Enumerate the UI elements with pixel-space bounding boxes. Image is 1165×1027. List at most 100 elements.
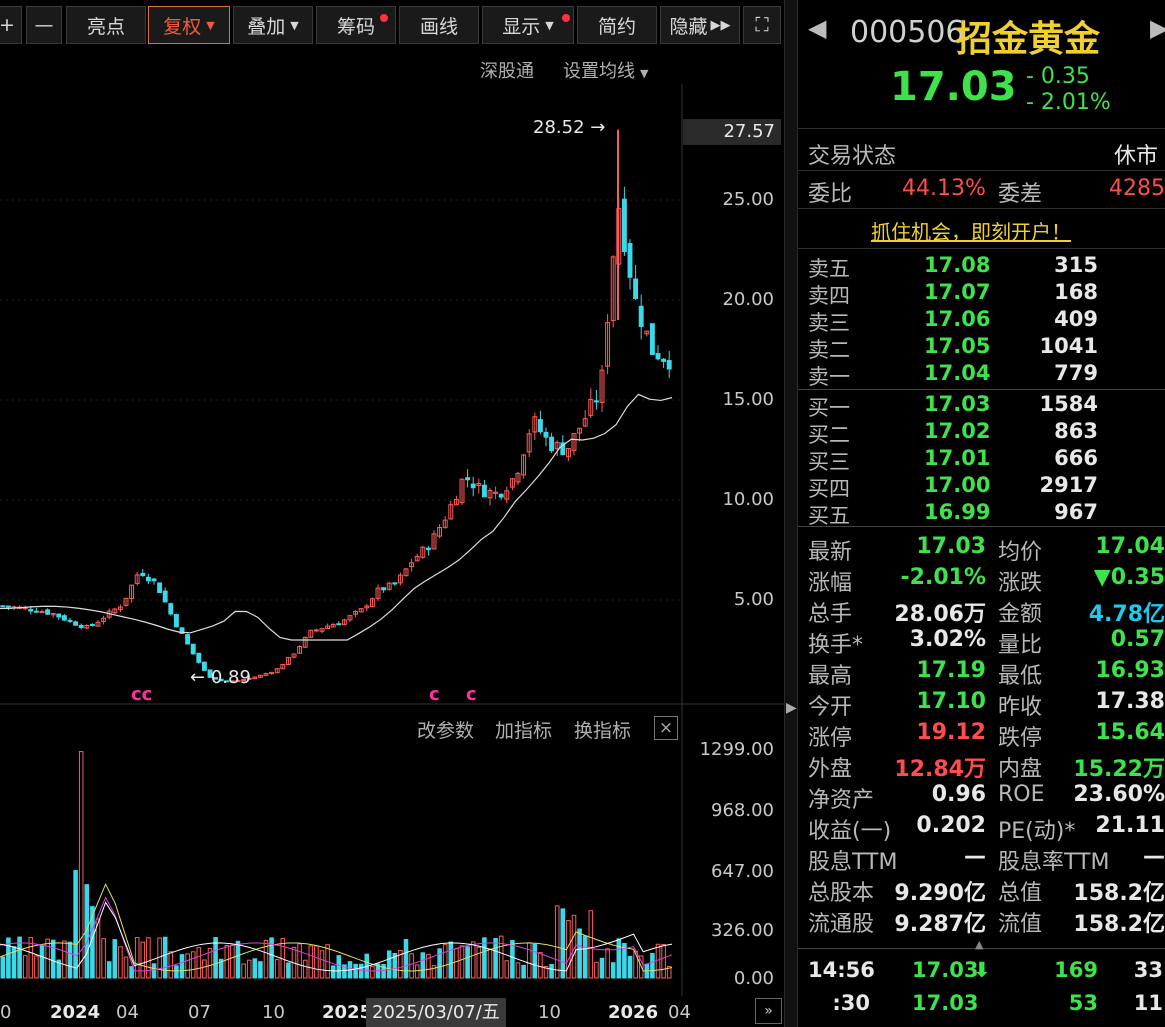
volume-bar bbox=[650, 952, 655, 979]
price-change: - 0.35 bbox=[1026, 64, 1090, 89]
volume-bar bbox=[50, 939, 56, 979]
candle-body bbox=[134, 574, 140, 584]
panel-splitter[interactable] bbox=[784, 0, 798, 1027]
candle-body bbox=[145, 576, 151, 582]
candle-body bbox=[112, 608, 118, 614]
volume-bar bbox=[470, 941, 476, 979]
volume-bar bbox=[616, 938, 622, 979]
candle-body bbox=[190, 643, 196, 655]
candle-body bbox=[341, 619, 347, 625]
xianshi-dropdown[interactable]: 显示 ▼ bbox=[482, 6, 574, 44]
bid-price: 16.99 bbox=[924, 500, 991, 524]
candle-body bbox=[61, 615, 67, 621]
stat-label: 最高 bbox=[808, 664, 853, 689]
shengutong-link[interactable]: 深股通 bbox=[480, 61, 534, 82]
next-stock-button[interactable]: ▶ bbox=[1150, 14, 1165, 42]
notification-dot bbox=[380, 14, 388, 22]
stat-value: 17.19 bbox=[916, 658, 986, 683]
candle-body bbox=[554, 441, 560, 450]
ask-price: 17.04 bbox=[924, 361, 991, 385]
candle-body bbox=[168, 603, 174, 615]
jianyue-button[interactable]: 简约 bbox=[577, 6, 657, 44]
chouma-button[interactable]: 筹码 bbox=[316, 6, 396, 44]
huanzhibiao-button[interactable]: 换指标 bbox=[574, 720, 632, 742]
volume-bar bbox=[78, 751, 84, 979]
event-marker[interactable]: c bbox=[466, 684, 477, 705]
candle-body bbox=[173, 613, 179, 628]
volume-bar bbox=[594, 961, 599, 979]
candle-body bbox=[526, 433, 532, 453]
stat-value: 23.60% bbox=[1073, 782, 1165, 807]
diejia-dropdown[interactable]: 叠加 ▼ bbox=[233, 6, 313, 44]
weicha-value: 4285 bbox=[1109, 176, 1165, 201]
candle-body bbox=[291, 653, 297, 658]
price-tick: 5.00 bbox=[733, 589, 774, 610]
volume-bar bbox=[482, 937, 487, 979]
volume-bar bbox=[560, 908, 566, 979]
volume-ma-line bbox=[0, 901, 673, 972]
double-chevron-right-icon: ▶▶ bbox=[710, 17, 731, 33]
candle-body bbox=[588, 398, 594, 416]
liangdian-button[interactable]: 亮点 bbox=[66, 6, 146, 44]
event-marker[interactable]: c bbox=[429, 684, 440, 705]
price-tick: 20.00 bbox=[722, 289, 774, 310]
volume-bar bbox=[151, 963, 157, 979]
stat-label: 流通股 bbox=[808, 912, 875, 937]
volume-bar bbox=[426, 953, 431, 979]
volume-bar bbox=[392, 952, 398, 979]
kline-chart[interactable] bbox=[0, 84, 784, 996]
prev-stock-button[interactable]: ◀ bbox=[808, 14, 827, 42]
candle-body bbox=[330, 623, 336, 628]
event-marker[interactable]: cc bbox=[131, 684, 153, 705]
stat-value: 158.2亿 bbox=[1073, 912, 1165, 937]
fullscreen-button[interactable]: ⛶ bbox=[743, 6, 781, 44]
fuquan-dropdown[interactable]: 复权 ▼ bbox=[148, 6, 230, 44]
volume-bar bbox=[241, 963, 246, 979]
candle-body bbox=[476, 483, 482, 487]
ask-price: 17.08 bbox=[924, 253, 991, 277]
candle-body bbox=[655, 353, 661, 360]
volume-tick: 1299.00 bbox=[699, 739, 774, 760]
stat-value: 28.06万 bbox=[894, 602, 986, 627]
huaxian-button[interactable]: 画线 bbox=[399, 6, 479, 44]
collapse-panel-icon[interactable]: ▶ bbox=[786, 700, 797, 716]
stat-value: 17.04 bbox=[1095, 534, 1165, 559]
volume-bar bbox=[34, 955, 39, 979]
close-indicator-button[interactable]: × bbox=[654, 716, 678, 740]
volume-bar bbox=[403, 938, 409, 979]
stat-label: 量比 bbox=[998, 633, 1043, 658]
volume-bar bbox=[554, 905, 560, 979]
expand-ticks-icon[interactable]: ▲ bbox=[975, 938, 984, 951]
volume-bar bbox=[386, 950, 392, 979]
candle-body bbox=[263, 673, 269, 676]
candle-body bbox=[308, 629, 314, 638]
zoom-in-button[interactable]: + bbox=[0, 6, 22, 44]
candle-body bbox=[633, 278, 639, 299]
gaicanshu-button[interactable]: 改参数 bbox=[417, 720, 475, 742]
candle-body bbox=[532, 416, 538, 433]
candle-body bbox=[162, 590, 168, 603]
volume-bar bbox=[224, 945, 230, 979]
candle-body bbox=[257, 674, 263, 678]
open-account-banner[interactable]: 抓住机会，即刻开户！ bbox=[871, 220, 1071, 244]
zoom-out-button[interactable]: — bbox=[26, 6, 62, 44]
candle-body bbox=[414, 555, 420, 562]
volume-bar bbox=[213, 937, 218, 979]
volume-bar bbox=[56, 959, 62, 979]
candle-body bbox=[481, 484, 487, 498]
set-ma-dropdown[interactable]: 设置均线 ▼ bbox=[563, 61, 649, 82]
volume-bar bbox=[202, 959, 207, 979]
tick-time: 14:56 bbox=[808, 958, 875, 982]
price-tick: 25.00 bbox=[722, 189, 774, 210]
scroll-right-button[interactable]: » bbox=[755, 998, 782, 1024]
stat-value: ▼0.35 bbox=[1093, 565, 1165, 590]
volume-bar bbox=[431, 965, 437, 979]
stat-value: -2.01% bbox=[900, 565, 986, 590]
jiazhibiao-button[interactable]: 加指标 bbox=[495, 720, 553, 742]
bid-price: 17.03 bbox=[924, 392, 991, 416]
volume-bar bbox=[11, 946, 17, 979]
candle-body bbox=[151, 578, 157, 582]
ask-volume: 315 bbox=[1054, 253, 1098, 277]
yincang-button[interactable]: 隐藏 ▶▶ bbox=[660, 6, 740, 44]
volume-bar bbox=[487, 948, 493, 979]
